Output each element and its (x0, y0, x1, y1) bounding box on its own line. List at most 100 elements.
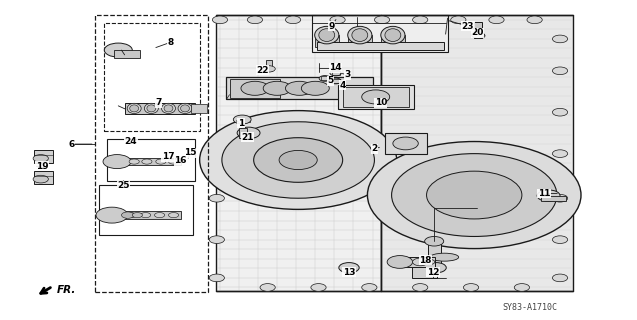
Bar (229, 79, 280, 98)
Bar (332, 79, 340, 83)
Circle shape (552, 35, 568, 43)
Bar (348, 35, 372, 47)
Text: 4: 4 (340, 81, 346, 90)
Circle shape (33, 175, 48, 183)
Circle shape (427, 171, 522, 219)
Bar (312, 15, 448, 52)
Circle shape (368, 141, 581, 249)
Text: 23: 23 (462, 22, 474, 31)
Bar (34, 150, 53, 163)
Circle shape (132, 212, 143, 218)
Circle shape (489, 16, 504, 24)
Bar (108, 139, 195, 181)
Text: FR.: FR. (57, 285, 76, 295)
Ellipse shape (385, 29, 401, 42)
Circle shape (241, 81, 269, 95)
Circle shape (413, 284, 428, 291)
Ellipse shape (430, 253, 459, 261)
Circle shape (362, 90, 390, 104)
Bar (104, 23, 200, 131)
Ellipse shape (162, 103, 175, 114)
Ellipse shape (127, 103, 141, 114)
Circle shape (96, 207, 128, 223)
Bar (34, 171, 53, 184)
Bar (400, 257, 435, 267)
Bar (266, 60, 272, 71)
Bar (191, 104, 207, 113)
Bar (117, 158, 180, 165)
Circle shape (464, 284, 478, 291)
Text: 16: 16 (175, 156, 187, 165)
Circle shape (155, 212, 165, 218)
Ellipse shape (180, 105, 189, 112)
Ellipse shape (145, 103, 159, 114)
Bar (234, 117, 250, 123)
Text: 2: 2 (371, 144, 378, 153)
Bar (239, 128, 247, 138)
Circle shape (552, 67, 568, 75)
Circle shape (552, 236, 568, 244)
Bar (541, 196, 566, 201)
Circle shape (425, 236, 444, 246)
Circle shape (393, 137, 419, 150)
Circle shape (552, 274, 568, 282)
Circle shape (552, 108, 568, 116)
Text: 8: 8 (168, 38, 174, 47)
Bar (115, 50, 140, 58)
Ellipse shape (315, 26, 339, 44)
Text: 18: 18 (419, 256, 431, 265)
Circle shape (247, 16, 262, 24)
Bar (112, 211, 180, 219)
Circle shape (209, 236, 224, 244)
Circle shape (362, 284, 377, 291)
Ellipse shape (164, 105, 173, 112)
Bar (332, 71, 340, 75)
Bar (428, 244, 441, 264)
Circle shape (237, 127, 260, 139)
Text: 3: 3 (344, 70, 350, 79)
Circle shape (254, 138, 343, 182)
Circle shape (387, 256, 413, 268)
Ellipse shape (348, 26, 372, 44)
Circle shape (260, 284, 275, 291)
Text: 17: 17 (162, 152, 174, 161)
Circle shape (209, 274, 224, 282)
Polygon shape (215, 15, 381, 291)
Bar (343, 87, 410, 107)
Circle shape (33, 155, 48, 162)
Circle shape (537, 190, 560, 201)
Circle shape (375, 16, 390, 24)
Circle shape (156, 159, 166, 164)
Circle shape (169, 159, 178, 164)
Circle shape (141, 212, 151, 218)
Circle shape (285, 81, 313, 95)
Bar (312, 17, 448, 52)
Bar (385, 133, 427, 154)
Polygon shape (381, 15, 573, 291)
Circle shape (330, 70, 341, 76)
Circle shape (126, 212, 136, 218)
Circle shape (426, 263, 447, 273)
Circle shape (339, 263, 359, 273)
Bar (315, 35, 339, 47)
Text: SY83-A1710C: SY83-A1710C (503, 303, 558, 312)
Text: 19: 19 (36, 162, 48, 171)
Text: 15: 15 (184, 148, 196, 157)
Circle shape (103, 155, 131, 169)
Bar (99, 185, 193, 235)
Circle shape (129, 159, 140, 164)
Bar (338, 85, 414, 109)
Text: 12: 12 (427, 268, 439, 277)
Circle shape (301, 81, 329, 95)
Circle shape (263, 81, 291, 95)
Circle shape (142, 159, 152, 164)
Circle shape (392, 154, 557, 236)
Circle shape (209, 195, 224, 202)
Circle shape (311, 284, 326, 291)
Text: 14: 14 (329, 63, 342, 72)
Circle shape (233, 115, 251, 124)
Circle shape (319, 76, 331, 81)
Circle shape (552, 150, 568, 157)
Ellipse shape (352, 29, 368, 42)
Circle shape (473, 33, 485, 39)
